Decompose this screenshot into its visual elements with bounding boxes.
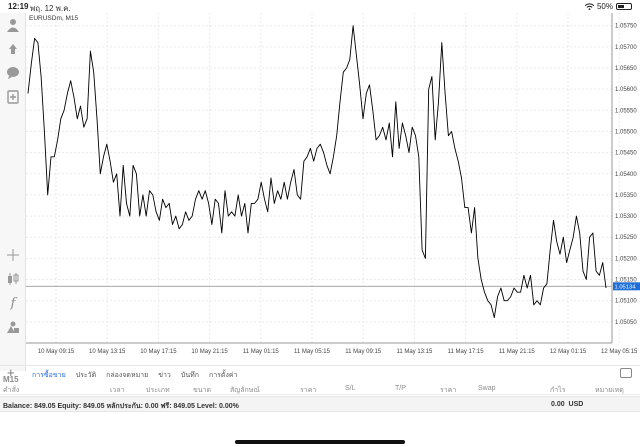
battery-percent: 50%	[596, 2, 613, 11]
wifi-icon	[584, 3, 594, 10]
column-header-6: S/L	[345, 385, 356, 392]
x-tick-label: 12 May 01:15	[550, 349, 587, 355]
new-order-icon[interactable]	[5, 89, 21, 105]
y-tick-label: 1.05400	[615, 172, 637, 178]
y-tick-label: 1.05650	[615, 66, 637, 72]
trade-arrows-icon[interactable]	[5, 41, 21, 57]
column-header-5: ราคา	[300, 387, 317, 394]
column-header-0: คำสั่ง	[3, 387, 20, 394]
status-date: พฤ. 12 พ.ค.	[30, 4, 71, 13]
chat-icon[interactable]	[5, 65, 21, 81]
y-tick-label: 1.05100	[615, 299, 637, 305]
total-profit-value: 0.00	[551, 401, 565, 408]
column-header-2: ประเภท	[146, 387, 170, 394]
x-tick-label: 10 May 09:15	[38, 349, 75, 355]
balance-summary: Balance: 849.05 Equity: 849.05 หลักประกั…	[3, 403, 239, 410]
status-time: 12:19	[8, 2, 29, 11]
tab-1[interactable]: ประวัติ	[75, 372, 97, 379]
bottom-tabs-row: + การซื้อขาย ประวัติ กล่องจดหมาย ข่าว บันทึก…	[0, 365, 640, 381]
y-tick-label: 1.05050	[615, 320, 637, 326]
current-price-tag	[613, 282, 640, 291]
column-header-11: หมายเหตุ	[595, 387, 624, 394]
left-toolbar: f M15	[0, 13, 26, 384]
price-chart[interactable]: 10 May 09:15 10 May 13:15 10 May 17:15 10 M…	[26, 13, 640, 356]
account-icon[interactable]	[5, 17, 21, 33]
x-tick-label: 12 May 05:15	[601, 349, 638, 355]
column-header-7: T/P	[395, 385, 406, 392]
y-tick-label: 1.05250	[615, 235, 637, 241]
x-tick-label: 11 May 13:15	[396, 349, 433, 355]
tab-3[interactable]: ข่าว	[158, 372, 171, 379]
x-tick-label: 11 May 09:15	[345, 349, 382, 355]
bottom-tabs: การซื้อขาย ประวัติ กล่องจดหมาย ข่าว บันทึก กา…	[32, 370, 237, 381]
y-tick-label: 1.05550	[615, 108, 637, 114]
trade-column-headers: คำสั่ง เวลา ประเภท ขนาด สัญลักษณ์ ราคา S/L T/P ร…	[0, 382, 640, 395]
tab-2[interactable]: กล่องจดหมาย	[106, 372, 149, 379]
objects-icon[interactable]	[5, 319, 21, 335]
y-tick-label: 1.05700	[615, 45, 637, 51]
y-tick-label: 1.05300	[615, 214, 637, 220]
tab-5[interactable]: การตั้งค่า	[208, 372, 238, 379]
plus-icon[interactable]: +	[7, 365, 15, 380]
x-tick-label: 10 May 17:15	[140, 349, 177, 355]
column-header-9: Swap	[478, 385, 496, 392]
column-header-1: เวลา	[110, 387, 125, 394]
status-right: 50%	[584, 2, 632, 11]
y-tick-label: 1.05750	[615, 24, 637, 30]
y-tick-label: 1.05500	[615, 129, 637, 135]
balance-bar: Balance: 849.05 Equity: 849.05 หลักประกั…	[0, 396, 640, 412]
timeframe-label[interactable]: M15	[3, 375, 19, 384]
panel-settings-icon[interactable]	[620, 368, 632, 378]
function-icon[interactable]: f	[10, 295, 16, 311]
x-tick-label: 11 May 01:15	[243, 349, 280, 355]
y-tick-label: 1.05350	[615, 193, 637, 199]
x-tick-label: 11 May 05:15	[294, 349, 331, 355]
y-tick-label: 1.05450	[615, 151, 637, 157]
y-tick-label: 1.05150	[615, 278, 637, 284]
candle-icon[interactable]	[5, 271, 21, 287]
column-header-10: กำไร	[550, 387, 566, 394]
x-tick-label: 11 May 21:15	[499, 349, 536, 355]
x-tick-label: 10 May 13:15	[89, 349, 126, 355]
current-price-label: 1.05134	[615, 285, 637, 291]
home-indicator	[235, 440, 405, 444]
tab-0[interactable]: การซื้อขาย	[32, 372, 66, 379]
y-tick-label: 1.05200	[615, 256, 637, 262]
price-series-line	[27, 25, 607, 319]
column-header-4: สัญลักษณ์	[230, 387, 260, 394]
status-bar: 12:19 พฤ. 12 พ.ค. 50%	[0, 0, 640, 14]
y-tick-label: 1.05600	[615, 87, 637, 93]
chart-symbol-label: EURUSDm, M15	[29, 15, 79, 22]
column-header-8: ราคา	[440, 387, 457, 394]
crosshair-icon[interactable]	[5, 247, 21, 263]
x-tick-label: 10 May 21:15	[191, 349, 228, 355]
total-profit: 0.00 USD	[551, 401, 583, 408]
battery-icon	[616, 3, 632, 10]
column-header-3: ขนาด	[193, 387, 212, 394]
tab-4[interactable]: บันทึก	[180, 372, 199, 379]
chart-canvas[interactable]: 10 May 09:15 10 May 13:15 10 May 17:15 10 M…	[26, 13, 640, 356]
total-profit-currency: USD	[568, 401, 584, 408]
x-tick-label: 11 May 17:15	[448, 349, 485, 355]
